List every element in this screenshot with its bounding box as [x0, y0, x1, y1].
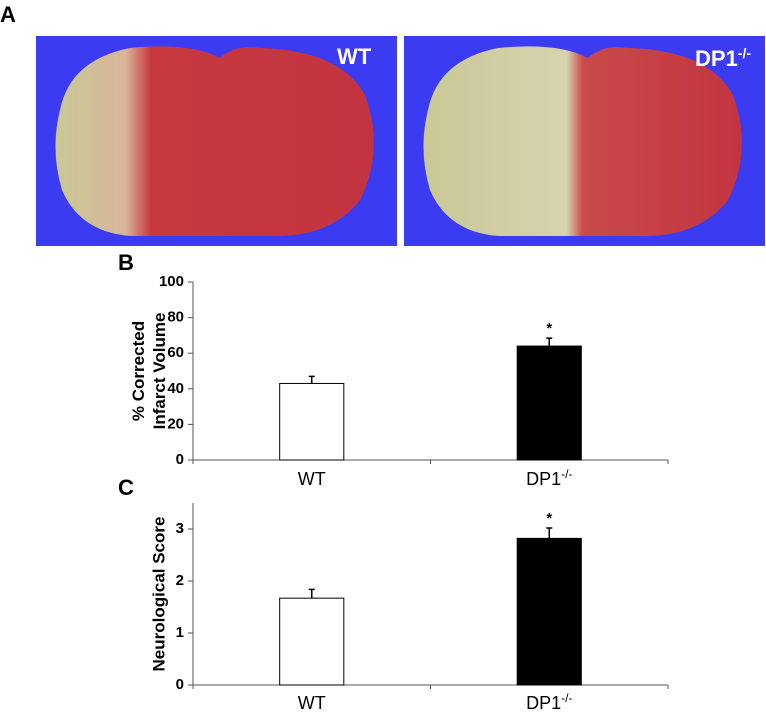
brain-slice	[55, 46, 374, 237]
y-axis-label: Neurological Score	[149, 517, 168, 672]
y-tick-label: 40	[167, 380, 184, 397]
brain-slice	[423, 46, 742, 237]
panel-label: A	[0, 2, 16, 27]
error-bar	[546, 337, 553, 347]
y-tick-label: 100	[159, 273, 184, 290]
error-bar	[546, 527, 553, 539]
y-tick-label: 3	[176, 520, 184, 537]
image-label: DP1-/-	[695, 45, 751, 71]
x-tick-label-sup: -/-	[561, 467, 572, 481]
x-tick-label-sup: -/-	[561, 691, 572, 705]
x-tick-label: WT	[298, 469, 326, 489]
x-tick-label: WT	[298, 693, 326, 713]
error-bar	[308, 375, 315, 384]
bar	[516, 537, 582, 686]
x-tick-label-main: WT	[298, 469, 326, 489]
bar	[279, 597, 345, 686]
y-axis-label: Infarct Volume	[150, 313, 169, 430]
image-label: WT	[337, 44, 372, 69]
y-tick-label: 0	[176, 451, 184, 468]
image-label-sup: -/-	[738, 45, 752, 61]
y-tick-label: 80	[167, 309, 184, 326]
image-label-main: DP1	[695, 46, 738, 71]
x-tick-label: DP1-/-	[526, 691, 572, 713]
x-tick-label-main: DP1	[526, 693, 561, 713]
panel-label: C	[118, 475, 134, 500]
bar	[516, 345, 582, 461]
y-axis-label: % Corrected	[129, 321, 148, 421]
y-tick-label: 60	[167, 344, 184, 361]
y-tick-label: 20	[167, 415, 184, 432]
significance-marker: *	[546, 320, 552, 337]
y-tick-label: 2	[176, 572, 184, 589]
x-tick-label-main: DP1	[526, 469, 561, 489]
significance-marker: *	[546, 510, 552, 527]
error-bar	[308, 588, 315, 599]
x-tick-label-main: WT	[298, 693, 326, 713]
x-tick-label: DP1-/-	[526, 467, 572, 489]
bar	[279, 382, 345, 461]
y-tick-label: 0	[176, 676, 184, 693]
panel-label: B	[118, 250, 134, 275]
y-tick-label: 1	[176, 624, 184, 641]
